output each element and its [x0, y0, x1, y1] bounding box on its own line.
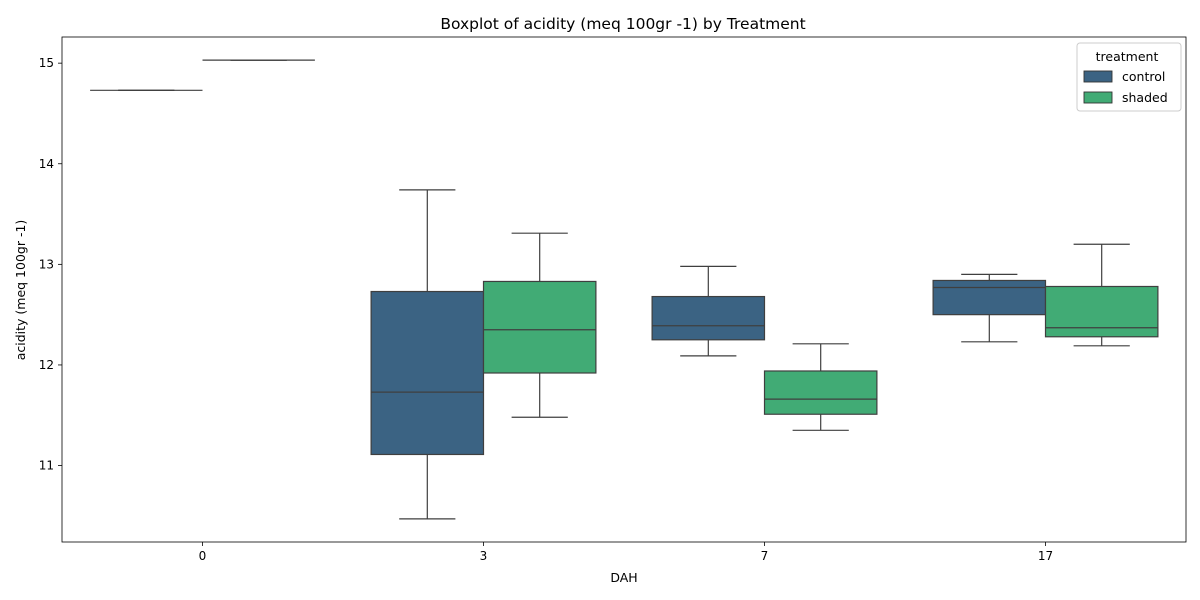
legend-title: treatment [1096, 49, 1159, 64]
x-tick-label-17: 17 [1038, 549, 1053, 563]
legend-label-shaded: shaded [1122, 90, 1168, 105]
x-axis-label: DAH [610, 570, 637, 585]
y-tick-label-12: 12 [39, 358, 54, 372]
y-tick-label-14: 14 [39, 157, 54, 171]
chart-title: Boxplot of acidity (meq 100gr -1) by Tre… [440, 15, 805, 33]
box-iqr [763, 370, 878, 415]
x-tick-label-0: 0 [199, 549, 207, 563]
box-control-7 [651, 265, 766, 357]
box-iqr [370, 290, 485, 456]
x-tick-label-7: 7 [761, 549, 769, 563]
box-iqr [1044, 285, 1159, 338]
legend: treatment control shaded [1076, 42, 1182, 112]
box-shaded-7 [763, 343, 878, 431]
plot-area [90, 59, 1159, 520]
box-shaded-17 [1044, 243, 1159, 347]
legend-swatch-shaded [1083, 91, 1113, 104]
box-shaded-3 [482, 232, 597, 418]
legend-label-control: control [1122, 69, 1165, 84]
box-iqr [651, 295, 766, 341]
box-control-17 [932, 273, 1047, 343]
plot-frame [61, 36, 1187, 543]
y-tick-label-15: 15 [39, 56, 54, 70]
box-control-3 [370, 189, 485, 520]
box-iqr [932, 279, 1047, 316]
box-iqr [482, 280, 597, 374]
axes: 11 12 13 14 15 0 3 7 17 [39, 56, 1053, 563]
legend-swatch-control [1083, 70, 1113, 83]
x-tick-label-3: 3 [480, 549, 488, 563]
y-axis-label: acidity (meq 100gr -1) [13, 220, 28, 361]
y-tick-label-13: 13 [39, 257, 54, 271]
y-tick-label-11: 11 [39, 459, 54, 473]
